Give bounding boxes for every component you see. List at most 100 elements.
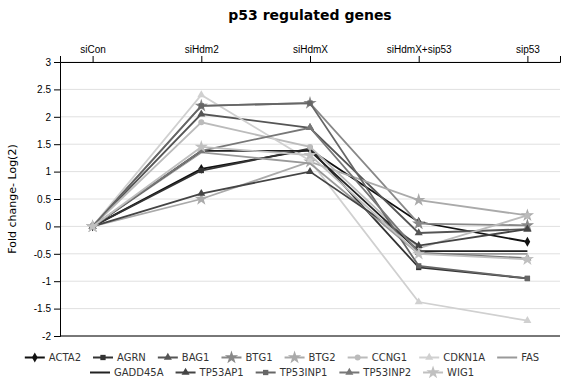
x-axis-line xyxy=(61,56,561,63)
legend-label: AGRN xyxy=(117,352,146,363)
series-marker xyxy=(306,123,314,130)
x-baseline xyxy=(60,336,560,337)
series-marker xyxy=(412,193,425,206)
series-marker xyxy=(412,247,425,260)
series-marker xyxy=(412,217,425,230)
grid xyxy=(60,62,560,336)
legend-label: GADD45A xyxy=(114,367,164,378)
y-tick: 0.5 xyxy=(37,194,60,205)
y-tick-label: 0.5 xyxy=(37,194,51,205)
y-tick: -1 xyxy=(42,276,60,287)
y-tick-mark xyxy=(54,281,60,282)
y-tick: -2 xyxy=(42,331,60,342)
y-tick-label: -1 xyxy=(42,276,51,287)
legend-label: BAG1 xyxy=(182,352,210,363)
legend-item: BAG1 xyxy=(158,352,210,363)
y-tick-mark xyxy=(54,309,60,310)
x-tick-mark xyxy=(419,56,420,62)
y-tick-label: -0.5 xyxy=(34,249,52,260)
y-tick-label: 2.5 xyxy=(37,84,51,95)
x-tick-label: siHdmX xyxy=(293,44,328,55)
grid-line xyxy=(60,308,560,309)
grid-line xyxy=(60,226,560,227)
series-marker xyxy=(195,140,208,153)
y-tick-label: -2 xyxy=(42,331,51,342)
legend-label: WIG1 xyxy=(447,367,474,378)
series xyxy=(86,140,534,265)
series-marker xyxy=(525,276,530,281)
series-marker xyxy=(303,148,316,161)
chart-title: p53 regulated genes xyxy=(228,7,391,23)
series-marker xyxy=(525,276,530,281)
legend-item: FAS xyxy=(497,352,539,363)
series-line xyxy=(93,162,528,227)
y-axis-title: Fold change- Log(2) xyxy=(6,144,19,253)
series-marker xyxy=(199,168,204,173)
legend-item: GADD45A xyxy=(90,367,164,378)
x-tick: siHdmX xyxy=(293,44,328,62)
legend-label: CCNG1 xyxy=(372,352,408,363)
x-tick: siHdm2 xyxy=(185,44,219,62)
legend-marker xyxy=(164,353,172,360)
series-line xyxy=(93,128,528,258)
x-tick-label: siHdm2 xyxy=(185,44,219,55)
legend-item: CCNG1 xyxy=(348,352,408,363)
legend-marker xyxy=(345,368,353,375)
legend: ACTA2AGRNBAG1BTG1BTG2CCNG1CDKN1AFASGADD4… xyxy=(25,351,539,379)
legend-swatch xyxy=(90,372,110,374)
series-marker xyxy=(306,123,314,130)
series-marker xyxy=(197,189,205,196)
series-line xyxy=(93,152,528,253)
x-tick: siHdmX+sip53 xyxy=(387,44,452,62)
y-tick: -0.5 xyxy=(34,249,60,260)
legend-item: TP53AP1 xyxy=(176,367,244,378)
legend-label: ACTA2 xyxy=(49,352,81,363)
series-line xyxy=(93,147,528,259)
x-tick-label: siCon xyxy=(80,44,106,55)
y-tick: 0 xyxy=(45,221,60,232)
series xyxy=(93,152,528,253)
grid-line xyxy=(60,336,560,337)
y-tick-mark xyxy=(54,336,60,337)
legend-item: ACTA2 xyxy=(25,352,81,363)
y-tick-mark xyxy=(54,199,60,200)
series xyxy=(89,123,532,260)
series xyxy=(86,155,534,232)
legend-label: CDKN1A xyxy=(443,352,485,363)
series-marker xyxy=(416,263,421,268)
series-marker xyxy=(197,90,205,97)
series-line xyxy=(93,172,528,246)
legend-item: BTG1 xyxy=(221,351,272,364)
series-marker xyxy=(198,119,204,125)
x-tick: siCon xyxy=(80,44,106,62)
legend-marker xyxy=(32,353,38,363)
x-tick-mark xyxy=(93,56,94,62)
legend-marker xyxy=(288,351,301,364)
y-tick-label: -1.5 xyxy=(34,303,52,314)
series xyxy=(89,109,532,235)
series-marker xyxy=(306,167,314,174)
series-marker xyxy=(199,103,204,108)
legend-label: TP53INP2 xyxy=(362,367,411,378)
series-line xyxy=(93,151,528,251)
y-tick-label: 0 xyxy=(45,221,51,232)
plot-area: -2-1.5-1-0.500.511.522.53siConsiHdm2siHd… xyxy=(34,44,561,342)
series-marker xyxy=(521,252,534,265)
series xyxy=(93,151,528,251)
x-tick-mark xyxy=(527,56,528,62)
x-axis: siCon siHdm2 siHdmX siHdmX+sip53 sip53 xyxy=(61,44,561,63)
x-tick: sip53 xyxy=(516,44,540,62)
legend-label: BTG1 xyxy=(245,352,272,363)
legend-label: TP53AP1 xyxy=(199,367,244,378)
y-tick: 2 xyxy=(45,112,60,123)
legend-marker xyxy=(182,368,190,375)
grid-line xyxy=(60,199,560,200)
series xyxy=(89,167,532,248)
series-marker xyxy=(524,212,530,218)
legend-item: CDKN1A xyxy=(419,352,485,363)
legend-marker xyxy=(225,351,238,364)
series xyxy=(90,100,530,281)
y-axis: -2-1.5-1-0.500.511.522.53 xyxy=(34,57,61,342)
y-tick-label: 2 xyxy=(45,112,51,123)
x-tick-label: siHdmX+sip53 xyxy=(387,44,452,55)
